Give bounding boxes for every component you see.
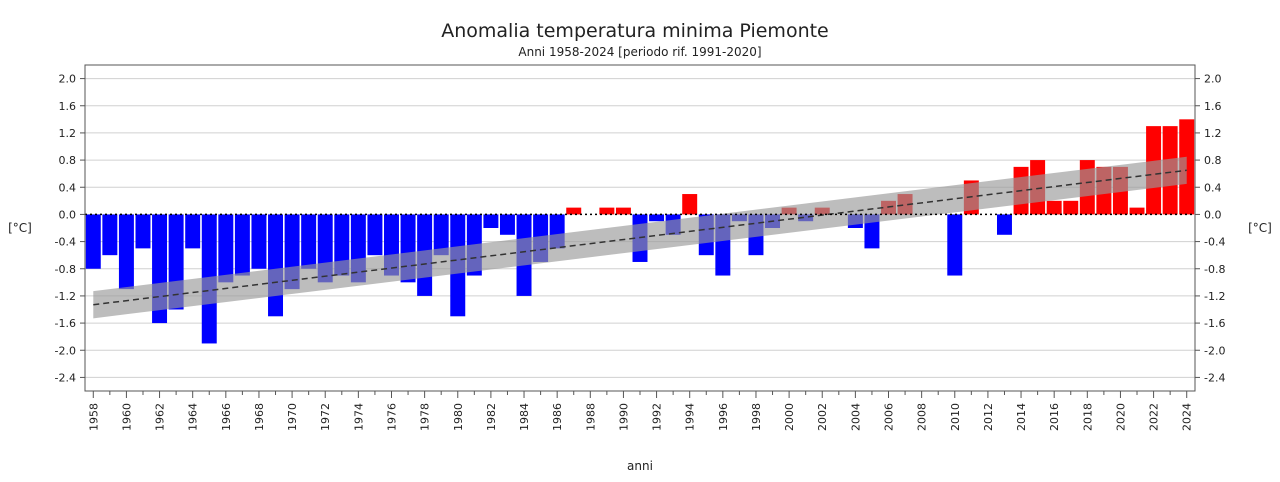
x-tick-label: 1976 (385, 403, 398, 431)
bar-1979 (433, 214, 449, 256)
bar-1967 (234, 214, 250, 276)
y-tick-label-left: -2.4 (55, 371, 76, 384)
x-ticks: 1958 1960 1962 1964 1966 1968 1970 1972 1974 1976… (87, 391, 1194, 431)
bar-1964 (185, 214, 201, 249)
x-tick-label: 1958 (87, 403, 100, 431)
x-tick-label: 2022 (1148, 403, 1161, 431)
y-tick-label-right: 0.0 (1204, 208, 1222, 221)
bar-2010 (947, 214, 963, 276)
x-tick-label: 1960 (120, 403, 133, 431)
x-tick-label: 1982 (485, 403, 498, 431)
x-tick-label: 2014 (1015, 403, 1028, 431)
bar-1992 (649, 214, 665, 222)
y-tick-label-left: -2.0 (55, 344, 76, 357)
y-tick-label-right: 0.4 (1204, 181, 1222, 194)
y-tick-label-right: 2.0 (1204, 73, 1222, 86)
x-tick-label: 1996 (717, 403, 730, 431)
bar-1966 (218, 214, 234, 283)
y-tick-label-left: 0.4 (59, 181, 77, 194)
bar-1983 (499, 214, 515, 235)
x-tick-label: 2010 (949, 403, 962, 431)
x-tick-label: 2016 (1048, 403, 1061, 431)
x-tick-label: 1990 (617, 403, 630, 431)
x-tick-label: 2024 (1181, 403, 1194, 431)
y-tick-label-right: -0.8 (1204, 263, 1225, 276)
bar-1989 (599, 207, 615, 215)
bar-1960 (118, 214, 134, 290)
x-tick-label: 1972 (319, 403, 332, 431)
bar-2013 (996, 214, 1012, 235)
y-axis-label-right: [°C] (1248, 221, 1272, 235)
x-tick-label: 1988 (584, 403, 597, 431)
y-tick-label-right: -2.4 (1204, 371, 1225, 384)
y-tick-label-right: -0.4 (1204, 236, 1225, 249)
x-tick-label: 1998 (750, 403, 763, 431)
bar-1994 (682, 194, 698, 215)
x-axis-label: anni (627, 459, 653, 473)
bar-1958 (85, 214, 101, 269)
y-tick-label-right: 1.2 (1204, 127, 1222, 140)
x-tick-label: 2020 (1114, 403, 1127, 431)
y-tick-label-right: 0.8 (1204, 154, 1222, 167)
y-tick-label-right: -1.2 (1204, 290, 1225, 303)
x-tick-label: 1966 (220, 403, 233, 431)
bar-2017 (1063, 200, 1079, 215)
x-tick-label: 2008 (916, 403, 929, 431)
chart-subtitle: Anni 1958-2024 [periodo rif. 1991-2020] (518, 45, 761, 59)
y-tick-label-left: 0.8 (59, 154, 77, 167)
x-tick-label: 1986 (551, 403, 564, 431)
bar-1982 (483, 214, 499, 228)
x-tick-label: 2004 (849, 403, 862, 431)
chart-title: Anomalia temperatura minima Piemonte (441, 20, 829, 42)
x-tick-label: 2006 (883, 403, 896, 431)
y-tick-label-left: 0.0 (59, 208, 77, 221)
bar-1987 (566, 207, 582, 215)
y-ticks: 2.0 2.0 1.6 1.6 1.2 1.2 0.8 0.8 0.4 0.4 0.0 0.0 -0.4… (55, 73, 1226, 385)
bar-1968 (251, 214, 267, 269)
y-tick-label-left: -0.4 (55, 236, 76, 249)
x-tick-label: 1974 (352, 403, 365, 431)
x-tick-label: 1994 (684, 403, 697, 431)
y-tick-label-right: -2.0 (1204, 344, 1225, 357)
x-tick-label: 1992 (651, 403, 664, 431)
x-tick-label: 2002 (816, 403, 829, 431)
x-tick-label: 1984 (518, 403, 531, 431)
x-tick-label: 1968 (253, 403, 266, 431)
trend-group (93, 156, 1187, 319)
x-tick-label: 1964 (187, 403, 200, 431)
y-tick-label-left: 1.2 (59, 127, 77, 140)
y-axis-label-left: [°C] (8, 221, 32, 235)
y-tick-label-left: -1.6 (55, 317, 76, 330)
x-tick-label: 1962 (154, 403, 167, 431)
x-tick-label: 2012 (982, 403, 995, 431)
bar-1961 (135, 214, 151, 249)
x-tick-label: 2018 (1081, 403, 1094, 431)
bar-1959 (102, 214, 118, 256)
y-tick-label-right: -1.6 (1204, 317, 1225, 330)
trend-line (93, 169, 1187, 306)
bar-1990 (615, 207, 631, 215)
x-tick-label: 1980 (452, 403, 465, 431)
x-tick-label: 1970 (286, 403, 299, 431)
y-tick-label-right: 1.6 (1204, 100, 1222, 113)
bar-1971 (301, 214, 317, 269)
x-tick-label: 2000 (783, 403, 796, 431)
bar-1975 (367, 214, 383, 256)
bar-2016 (1046, 200, 1062, 215)
x-tick-label: 1978 (419, 403, 432, 431)
y-tick-label-left: 1.6 (59, 100, 77, 113)
y-tick-label-left: -0.8 (55, 263, 76, 276)
bar-2021 (1129, 207, 1145, 215)
y-tick-label-left: -1.2 (55, 290, 76, 303)
y-tick-label-left: 2.0 (59, 73, 77, 86)
bar-1969 (268, 214, 284, 317)
